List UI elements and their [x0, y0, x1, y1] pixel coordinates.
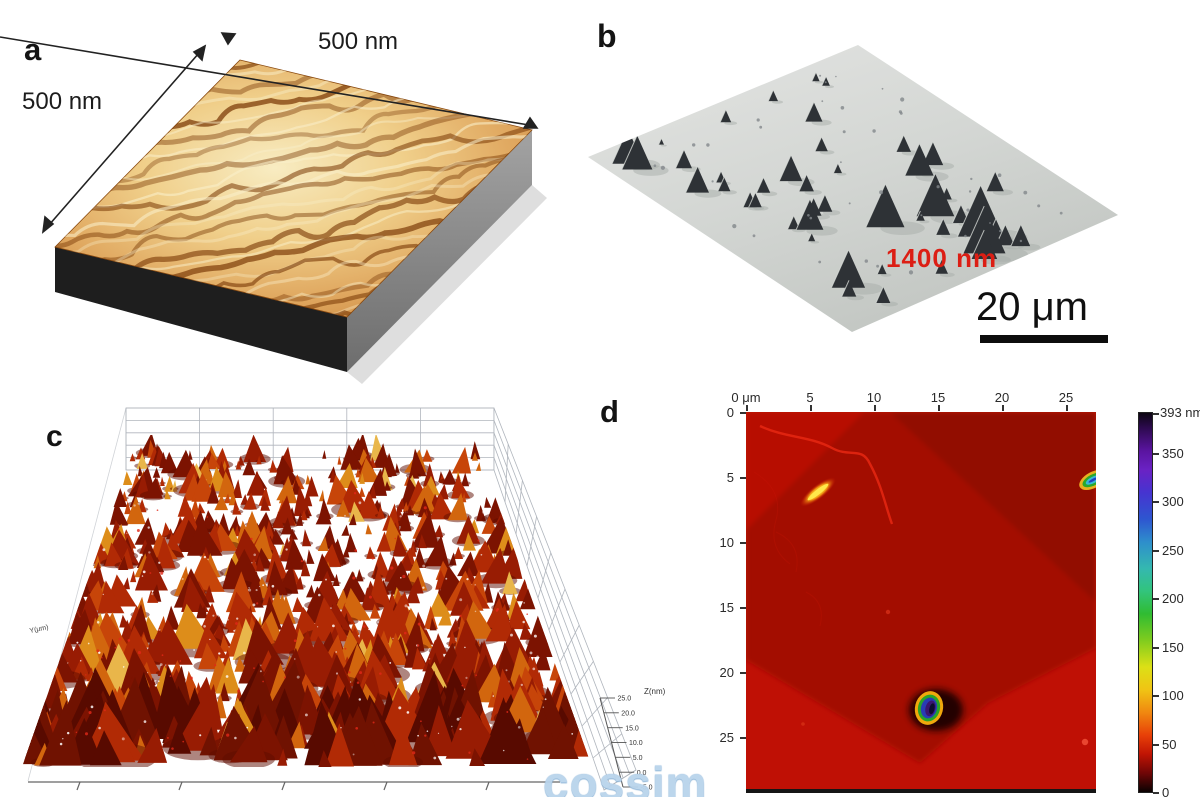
- x-axis-tick: [874, 405, 876, 411]
- z-axis-tick-label: -5.0: [641, 785, 653, 792]
- dimension-arrow-top: [0, 32, 539, 129]
- watermark: cossim: [543, 757, 708, 797]
- colorbar-tick-label: 100: [1162, 688, 1184, 703]
- x-axis-tick-label: 25: [1058, 390, 1074, 405]
- panel-c-spiky-surface: [22, 435, 592, 767]
- panel-d-dot: [885, 609, 891, 615]
- panel-d-main-defect: [909, 689, 963, 731]
- z-axis-tick-label: 0.0: [637, 770, 647, 777]
- colorbar-tick-label: 200: [1162, 591, 1184, 606]
- panel-c-3d-surface-plot: 25.0 20.0 15.0 10.0 5.0 0.0 -5.0 Z(nm) Y(μm): [22, 407, 666, 792]
- x-axis-tick: [938, 405, 940, 411]
- colorbar-tick-label: 50: [1162, 737, 1177, 752]
- colorbar-tick: [1153, 792, 1159, 794]
- panel-c-z-axis-ticks: 25.0 20.0 15.0 10.0 5.0 0.0 -5.0: [600, 696, 653, 792]
- colorbar-tick-label: 350: [1162, 446, 1184, 461]
- panel-a-shadow: [347, 185, 547, 384]
- colorbar-tick-label: 0: [1162, 785, 1170, 797]
- y-axis-tick: [740, 477, 746, 479]
- y-axis-tick-label: 0: [726, 405, 734, 420]
- panel-d-dot: [1081, 738, 1089, 746]
- y-axis-tick: [740, 607, 746, 609]
- panel-d-colorbar-max-label: 393 nm: [1160, 405, 1200, 420]
- panel-a-scale-label-top: 500 nm: [318, 28, 399, 55]
- panel-d-heatmap: [746, 412, 1096, 793]
- panel-c-z-axis-title: Z(nm): [644, 687, 666, 696]
- x-axis-tick-label: 15: [930, 390, 946, 405]
- z-axis-tick-label: 10.0: [629, 740, 643, 747]
- y-axis-tick-label: 20: [719, 665, 734, 680]
- panel-d-yellow-streak: [800, 477, 836, 507]
- z-axis-tick-label: 20.0: [621, 710, 635, 717]
- panel-d-colorbar: [1138, 412, 1153, 793]
- panel-b-afm-image: [588, 45, 1118, 332]
- panel-d-texture: [753, 471, 822, 627]
- x-axis-tick-label: 5: [806, 390, 814, 405]
- panel-a-top-surface: [54, 59, 533, 318]
- x-axis-tick: [1066, 405, 1068, 411]
- z-axis-tick-label: 15.0: [625, 725, 639, 732]
- colorbar-tick: [1153, 453, 1159, 455]
- y-axis-tick-label: 10: [719, 535, 734, 550]
- colorbar-tick: [1153, 501, 1159, 503]
- y-axis-tick: [740, 672, 746, 674]
- panel-a-afm-3d-surface: [0, 32, 547, 384]
- x-axis-tick: [1002, 405, 1004, 411]
- colorbar-tick-label: 300: [1162, 494, 1184, 509]
- colorbar-tick: [1153, 598, 1159, 600]
- panel-d-dot: [801, 722, 805, 726]
- panel-d-bottom-axis-line: [746, 789, 1096, 793]
- panel-b-scale-bar-label: 20 μm: [976, 285, 1088, 329]
- y-axis-tick-label: 15: [719, 600, 734, 615]
- y-axis-tick-label: 25: [719, 730, 734, 745]
- colorbar-tick-label: 250: [1162, 543, 1184, 558]
- panel-d-label: d: [600, 394, 619, 429]
- panel-d-cyan-defect: [1079, 470, 1096, 490]
- panel-c-x-axis: [28, 781, 560, 791]
- colorbar-tick: [1153, 744, 1159, 746]
- y-axis-tick-label: 5: [726, 470, 734, 485]
- y-axis-tick: [740, 737, 746, 739]
- dimension-arrow-left: [41, 44, 207, 234]
- panel-a-scale-label-left: 500 nm: [22, 88, 103, 115]
- panel-b-particle-cones: [611, 72, 1063, 307]
- z-axis-tick-label: 5.0: [633, 755, 643, 762]
- colorbar-tick: [1153, 695, 1159, 697]
- panel-a-front-face: [55, 247, 347, 372]
- colorbar-tick: [1153, 647, 1159, 649]
- panel-c-z-axis: 25.0 20.0 15.0 10.0 5.0 0.0 -5.0 Z(nm): [599, 687, 666, 792]
- colorbar-tick: [1153, 550, 1159, 552]
- panel-c-label: c: [46, 420, 63, 453]
- x-axis-tick-label: 10: [866, 390, 882, 405]
- x-axis-tick-label: 20: [994, 390, 1010, 405]
- panel-b-scale-bar: [980, 335, 1108, 343]
- colorbar-tick: [1153, 413, 1159, 415]
- panel-b-label: b: [597, 18, 617, 54]
- x-axis-tick: [746, 405, 748, 411]
- z-axis-tick-label: 25.0: [618, 696, 632, 703]
- panel-c-y-axis-label: Y(μm): [29, 624, 49, 635]
- colorbar-tick-label: 150: [1162, 640, 1184, 655]
- y-axis-tick: [740, 542, 746, 544]
- x-axis-tick-label: 0 μm: [731, 390, 761, 405]
- x-axis-tick: [810, 405, 812, 411]
- panel-b-height-annotation: 1400 nm: [886, 243, 998, 273]
- panel-d-heatmap-art: [746, 412, 1096, 793]
- panel-d-ridge-line: [759, 424, 894, 525]
- panel-a-right-face: [347, 130, 532, 372]
- y-axis-tick: [740, 412, 746, 414]
